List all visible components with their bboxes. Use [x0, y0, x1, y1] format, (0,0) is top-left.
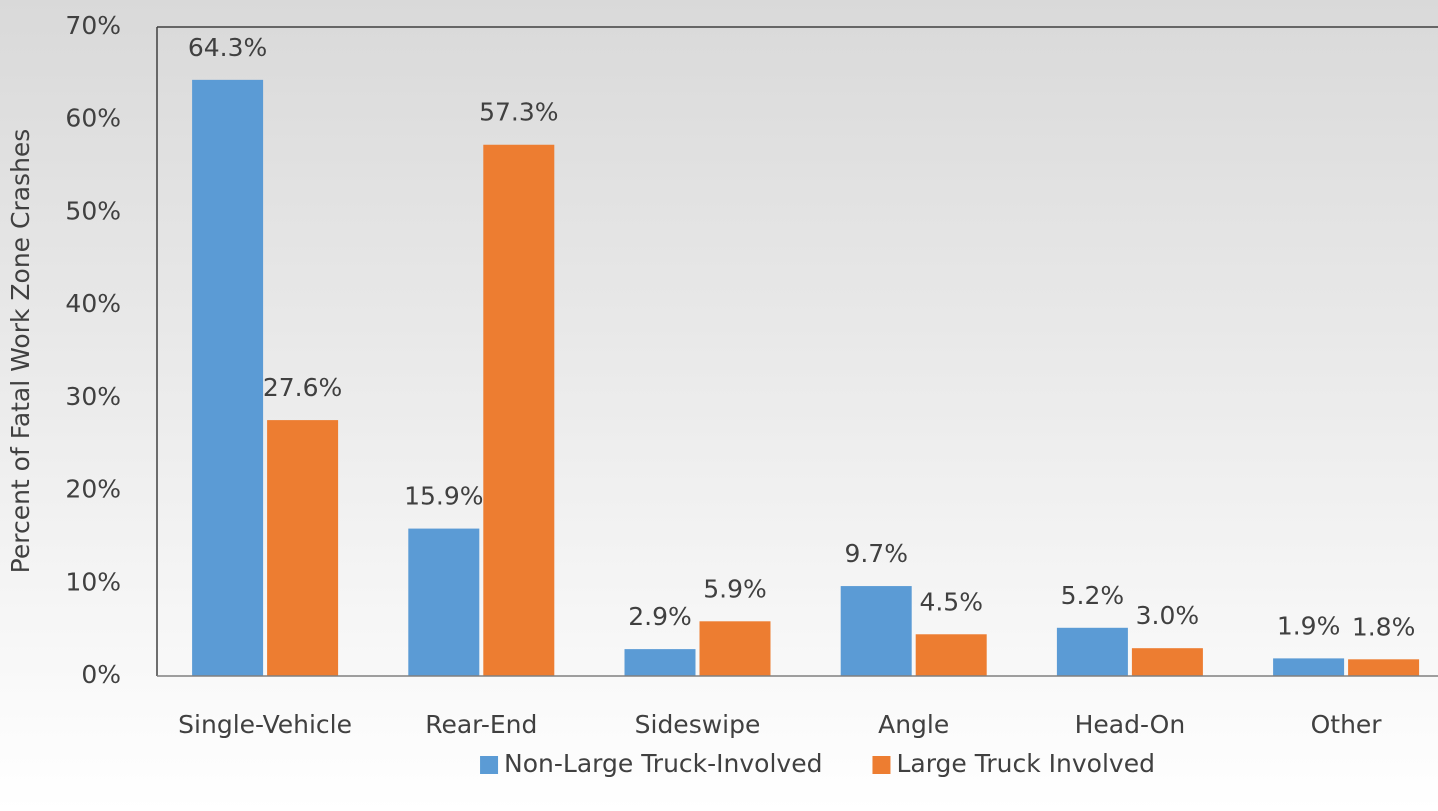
y-tick-label: 10%: [65, 567, 121, 596]
x-tick-label: Sideswipe: [635, 710, 761, 739]
x-tick-label: Head-On: [1075, 710, 1186, 739]
value-label: 27.6%: [263, 373, 342, 402]
value-label: 5.9%: [703, 574, 767, 603]
y-tick-label: 30%: [65, 382, 121, 411]
bar: [408, 528, 480, 676]
value-label: 9.7%: [844, 539, 908, 568]
y-tick-label: 60%: [65, 104, 121, 133]
x-tick-label: Angle: [878, 710, 949, 739]
x-tick-label: Other: [1311, 710, 1383, 739]
bar: [267, 420, 339, 676]
y-tick-label: 40%: [65, 289, 121, 318]
bar: [1348, 659, 1420, 676]
bar: [624, 649, 696, 676]
bar: [192, 79, 264, 676]
legend-label: Non-Large Truck-Involved: [504, 749, 822, 778]
x-tick-label: Rear-End: [425, 710, 537, 739]
value-label: 57.3%: [479, 98, 558, 127]
y-tick-label: 0%: [81, 660, 121, 689]
legend-label: Large Truck Involved: [896, 749, 1154, 778]
bar: [1131, 648, 1203, 676]
value-label: 5.2%: [1061, 581, 1125, 610]
y-axis-label: Percent of Fatal Work Zone Crashes: [6, 129, 35, 574]
y-tick-label: 20%: [65, 475, 121, 504]
bar: [915, 634, 987, 676]
bar: [483, 144, 555, 677]
value-label: 15.9%: [404, 482, 483, 511]
legend-swatch: [480, 756, 499, 774]
x-tick-label: Single-Vehicle: [178, 710, 352, 739]
bar: [840, 586, 912, 676]
value-label: 1.9%: [1277, 611, 1341, 640]
bar: [699, 621, 771, 676]
value-label: 2.9%: [628, 602, 692, 631]
bar: [1273, 658, 1345, 676]
value-label: 64.3%: [188, 33, 267, 62]
value-label: 3.0%: [1136, 601, 1200, 630]
bar: [1056, 627, 1128, 676]
value-label: 1.8%: [1352, 612, 1416, 641]
y-tick-label: 70%: [65, 11, 121, 40]
value-label: 4.5%: [919, 587, 983, 616]
legend-swatch: [872, 756, 891, 774]
y-tick-label: 50%: [65, 196, 121, 225]
